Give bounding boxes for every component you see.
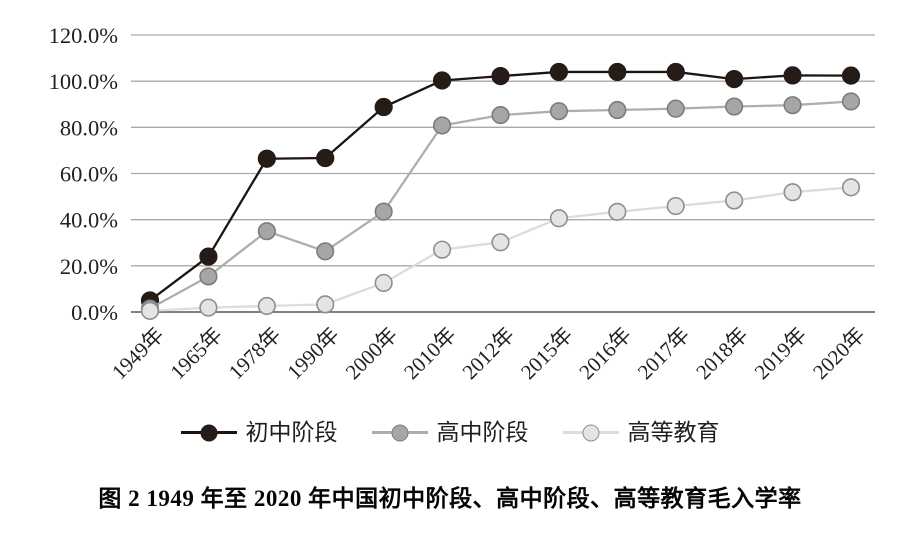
y-tick-label: 0.0% (71, 300, 118, 325)
x-tick-label: 2020年 (808, 323, 870, 385)
data-point-junior-secondary (608, 62, 627, 82)
x-tick-label: 1978年 (224, 323, 286, 385)
data-point-higher-education (199, 298, 218, 317)
x-tick-label: 2000年 (341, 323, 403, 385)
legend-marker-higher-education-icon (562, 423, 619, 443)
data-point-junior-secondary (257, 149, 276, 168)
data-point-higher-education (432, 240, 452, 259)
x-tick-label: 2018年 (691, 323, 753, 385)
data-point-higher-education (841, 178, 861, 197)
data-point-higher-education (316, 295, 335, 314)
data-point-senior-secondary (725, 97, 744, 116)
x-tick-label: 2017年 (633, 323, 695, 385)
data-point-senior-secondary (491, 105, 510, 125)
data-point-senior-secondary (549, 102, 569, 121)
x-tick-label: 1949年 (107, 323, 169, 385)
y-tick-label: 20.0% (60, 254, 118, 279)
y-tick-label: 100.0% (49, 69, 118, 94)
legend-dot-sample (200, 424, 217, 441)
data-point-junior-secondary (783, 66, 802, 85)
data-point-higher-education (608, 202, 627, 221)
data-point-higher-education (725, 191, 744, 210)
legend-item-senior-secondary: 高中阶段 (371, 420, 529, 445)
legend-item-higher-education: 高等教育 (562, 420, 720, 445)
data-point-higher-education (666, 196, 685, 216)
data-point-higher-education (140, 301, 160, 320)
legend-dot-sample (391, 424, 408, 441)
y-tick-label: 40.0% (60, 208, 118, 233)
chart-legend: 初中阶段 高中阶段 高等教育 (0, 421, 900, 444)
data-point-senior-secondary (432, 116, 452, 135)
legend-marker-senior-secondary-icon (371, 423, 428, 443)
data-point-senior-secondary (199, 267, 218, 286)
series-line-senior-secondary (148, 100, 853, 310)
figure-caption: 图 2 1949 年至 2020 年中国初中阶段、高中阶段、高等教育毛入学率 (98, 486, 802, 511)
data-point-senior-secondary (841, 92, 861, 111)
data-point-junior-secondary (316, 148, 335, 168)
data-point-senior-secondary (257, 222, 276, 241)
line-chart-canvas: 0.0% 20.0% 40.0% 60.0% 80.0% 100.0% 120.0% 1949… (49, 23, 875, 385)
data-point-junior-secondary (491, 66, 510, 86)
legend-label: 高等教育 (627, 420, 720, 445)
data-point-higher-education (549, 209, 569, 228)
x-tick-label: 2012年 (458, 323, 520, 385)
data-point-higher-education (491, 233, 510, 252)
data-point-junior-secondary (666, 62, 685, 82)
data-point-higher-education (374, 273, 393, 293)
data-point-higher-education (257, 296, 276, 316)
x-tick-label: 2015年 (516, 323, 578, 385)
y-tick-label: 80.0% (60, 115, 118, 140)
x-tick-label: 1990年 (282, 323, 344, 385)
data-point-higher-education (783, 183, 802, 202)
data-point-junior-secondary (432, 71, 452, 90)
y-tick-label: 120.0% (49, 23, 118, 48)
data-point-senior-secondary (374, 202, 393, 221)
y-tick-label: 60.0% (60, 162, 118, 187)
data-point-junior-secondary (725, 69, 744, 89)
legend-dot-sample (582, 424, 599, 441)
data-point-senior-secondary (316, 242, 335, 261)
legend-label: 初中阶段 (245, 420, 338, 445)
legend-label: 高中阶段 (436, 420, 529, 445)
x-tick-label: 2016年 (574, 323, 636, 385)
x-tick-label: 2010年 (399, 323, 461, 385)
x-tick-label: 2019年 (750, 323, 812, 385)
legend-marker-junior-secondary-icon (180, 423, 237, 443)
x-tick-label: 1965年 (165, 323, 227, 385)
legend-item-junior-secondary: 初中阶段 (180, 420, 338, 445)
data-point-junior-secondary (841, 66, 861, 85)
data-point-senior-secondary (608, 100, 627, 120)
data-point-junior-secondary (199, 247, 218, 266)
data-point-senior-secondary (783, 96, 802, 115)
data-point-junior-secondary (374, 97, 393, 117)
data-point-junior-secondary (549, 62, 569, 82)
data-point-senior-secondary (666, 99, 685, 118)
